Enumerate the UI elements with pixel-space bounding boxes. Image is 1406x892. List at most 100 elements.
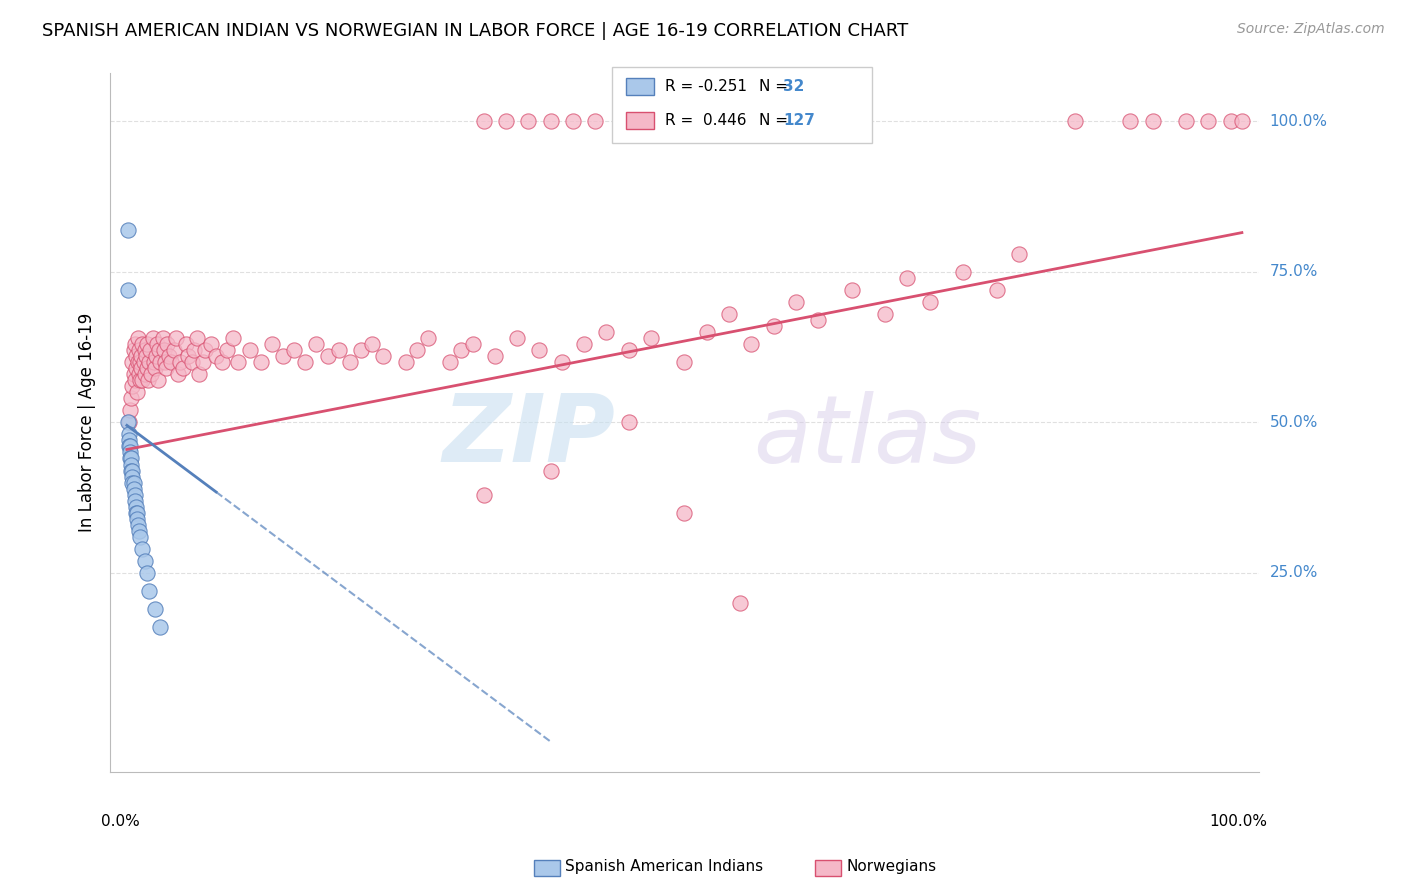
Point [125, 361, 148, 376]
Point [200, 337, 222, 351]
Point [124, 373, 146, 387]
Text: SPANISH AMERICAN INDIAN VS NORWEGIAN IN LABOR FORCE | AGE 16-19 CORRELATION CHAR: SPANISH AMERICAN INDIAN VS NORWEGIAN IN … [42, 22, 908, 40]
Text: 100.0%: 100.0% [1209, 814, 1268, 829]
Point [841, 283, 863, 297]
Point [122, 475, 145, 490]
Point [186, 331, 208, 345]
Point [696, 325, 718, 339]
Point [146, 373, 169, 387]
Point [640, 331, 662, 345]
Point [228, 355, 250, 369]
Point [373, 349, 395, 363]
Point [131, 337, 153, 351]
Point [131, 361, 153, 376]
Point [271, 349, 294, 363]
Point [121, 475, 143, 490]
Point [395, 355, 418, 369]
Point [152, 331, 174, 345]
Point [152, 343, 174, 357]
Text: ZIP: ZIP [443, 391, 616, 483]
Point [529, 343, 551, 357]
Point [328, 343, 350, 357]
Point [134, 367, 156, 381]
Point [283, 343, 305, 357]
Point [617, 415, 640, 429]
Point [121, 379, 143, 393]
Point [149, 355, 172, 369]
Point [155, 361, 177, 376]
Point [148, 343, 170, 357]
Point [249, 355, 271, 369]
Point [120, 451, 142, 466]
Point [131, 349, 153, 363]
Point [125, 512, 148, 526]
Point [875, 307, 897, 321]
Point [169, 355, 191, 369]
Text: N =: N = [759, 113, 789, 128]
Point [128, 524, 150, 538]
Point [461, 337, 484, 351]
Point [129, 530, 152, 544]
Point [136, 361, 159, 376]
Point [517, 114, 540, 128]
Point [416, 331, 439, 345]
Point [361, 337, 384, 351]
Text: Norwegians: Norwegians [846, 859, 936, 873]
Point [121, 464, 143, 478]
Point [350, 343, 373, 357]
Point [120, 458, 142, 472]
Point [134, 554, 156, 568]
Point [183, 343, 205, 357]
Point [129, 373, 152, 387]
Point [191, 355, 214, 369]
Point [172, 361, 194, 376]
Point [136, 337, 159, 351]
Point [125, 506, 148, 520]
Point [673, 506, 696, 520]
Text: Spanish American Indians: Spanish American Indians [565, 859, 763, 873]
Point [986, 283, 1008, 297]
Point [142, 355, 165, 369]
Point [122, 367, 145, 381]
Point [131, 541, 153, 556]
Text: 100.0%: 100.0% [1270, 113, 1327, 128]
Point [141, 367, 163, 381]
Point [139, 343, 162, 357]
Point [117, 415, 139, 429]
Point [138, 584, 160, 599]
Point [124, 493, 146, 508]
Point [128, 367, 150, 381]
Text: Source: ZipAtlas.com: Source: ZipAtlas.com [1237, 22, 1385, 37]
Point [118, 415, 141, 429]
Point [472, 488, 495, 502]
Point [717, 307, 740, 321]
Point [118, 427, 141, 442]
Point [135, 349, 157, 363]
Point [127, 355, 149, 369]
Point [728, 596, 751, 610]
Point [125, 500, 148, 514]
Point [125, 506, 148, 520]
Point [450, 343, 472, 357]
Point [122, 482, 145, 496]
Point [506, 331, 529, 345]
Point [125, 385, 148, 400]
Point [127, 331, 149, 345]
Point [138, 355, 160, 369]
Point [120, 451, 142, 466]
Point [120, 391, 142, 405]
Point [1219, 114, 1241, 128]
Point [1119, 114, 1142, 128]
Point [146, 337, 169, 351]
Point [1063, 114, 1085, 128]
Point [551, 355, 574, 369]
Text: 32: 32 [783, 79, 804, 94]
Point [595, 325, 617, 339]
Point [1175, 114, 1198, 128]
Point [156, 337, 179, 351]
Point [121, 355, 143, 369]
Point [153, 355, 176, 369]
Point [222, 331, 245, 345]
Point [129, 355, 152, 369]
Point [136, 566, 159, 580]
